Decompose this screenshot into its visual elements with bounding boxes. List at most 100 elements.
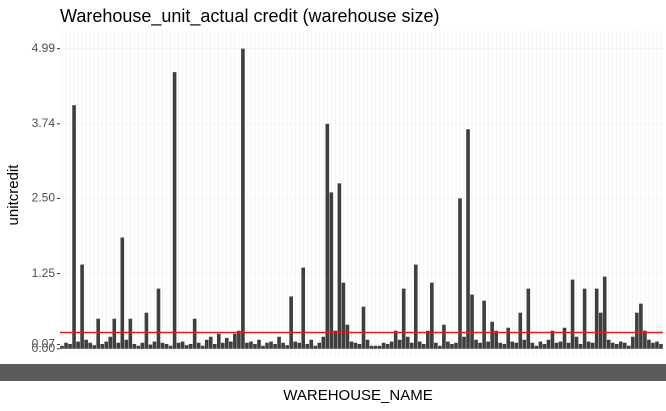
bar (518, 312, 523, 349)
bar (385, 343, 390, 349)
bar (377, 345, 382, 349)
bar (405, 336, 410, 349)
bar (225, 337, 229, 349)
bar (329, 192, 334, 349)
bar (269, 341, 273, 349)
bar (574, 336, 579, 349)
bar (160, 342, 165, 349)
y-tick-label: 2.50 (32, 191, 56, 205)
bar (100, 343, 105, 349)
bar (578, 343, 583, 349)
bar (438, 345, 442, 349)
bar (349, 341, 354, 349)
bar (293, 341, 297, 349)
bar (313, 345, 318, 349)
bar (76, 341, 80, 349)
bar (586, 341, 591, 349)
bar (208, 336, 213, 349)
bar (538, 341, 543, 349)
bar (530, 342, 535, 349)
bar (184, 345, 189, 349)
bar (606, 339, 611, 349)
chart-title: Warehouse_unit_actual credit (warehouse … (60, 6, 440, 27)
bar (221, 342, 225, 349)
bar (623, 342, 627, 349)
bar (659, 343, 663, 349)
bar (639, 303, 643, 349)
bar (442, 324, 446, 349)
y-tick-label: 0.07 (32, 337, 56, 351)
bar (434, 342, 438, 349)
bar (655, 341, 659, 349)
bar (413, 264, 418, 349)
bar (140, 342, 145, 349)
bar (152, 341, 157, 349)
bar (317, 342, 322, 349)
bar (598, 312, 603, 349)
bar (446, 341, 450, 349)
bar (148, 344, 153, 349)
bar (180, 341, 185, 349)
bar (233, 333, 237, 349)
bar (426, 330, 430, 349)
bar (486, 341, 490, 349)
bar (144, 312, 149, 349)
bar (249, 341, 253, 349)
bar (534, 345, 539, 349)
bar (357, 343, 362, 349)
bar (297, 342, 301, 349)
bar (333, 330, 338, 349)
bar (602, 276, 607, 349)
bar (526, 288, 531, 349)
bar (522, 339, 527, 349)
bar (401, 288, 406, 349)
y-axis-title: unitcredit (5, 164, 22, 226)
bar (566, 342, 571, 349)
bar (353, 342, 358, 349)
bar (192, 318, 197, 349)
bar (450, 343, 454, 349)
bar (590, 342, 595, 349)
bar (466, 129, 470, 349)
bar (631, 336, 635, 349)
bar (325, 123, 330, 349)
y-tick-label: 3.74 (32, 116, 56, 130)
bar (470, 294, 474, 349)
bar (261, 345, 265, 349)
bar (289, 296, 293, 349)
bar (88, 342, 92, 349)
bar (651, 342, 655, 349)
bar (265, 342, 269, 349)
bar (389, 341, 394, 349)
bar (84, 339, 88, 349)
bar (550, 330, 555, 349)
bar (514, 342, 519, 349)
y-tick-label: 1.25 (32, 266, 56, 280)
bar (60, 345, 64, 349)
bar (454, 342, 458, 349)
bar (92, 345, 96, 349)
bar (490, 321, 494, 349)
bar (253, 343, 257, 349)
bar (128, 318, 133, 349)
bar (136, 345, 141, 349)
bar (321, 336, 326, 349)
bar (397, 339, 402, 349)
bar (116, 342, 121, 349)
bar (112, 318, 117, 349)
bar (373, 345, 378, 349)
bar (237, 330, 241, 349)
bar (337, 183, 342, 349)
bar (257, 339, 261, 349)
bar (430, 282, 434, 349)
bar (510, 341, 515, 349)
bar (68, 343, 72, 349)
bar (229, 341, 233, 349)
bar (558, 341, 563, 349)
bar (502, 343, 507, 349)
bar (462, 336, 466, 349)
bar (498, 342, 502, 349)
bar (582, 288, 587, 349)
bar (381, 342, 386, 349)
